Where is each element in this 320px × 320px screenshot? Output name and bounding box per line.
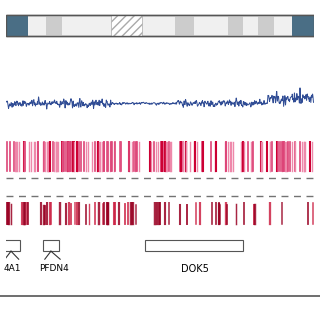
Bar [111,15,141,36]
Text: 4A1: 4A1 [4,264,21,273]
Bar [46,15,62,36]
Bar [175,15,194,36]
Bar [3,240,20,251]
Text: PFDN4: PFDN4 [39,264,69,273]
Bar [145,240,243,251]
Bar [6,15,314,36]
Bar [228,15,243,36]
Bar [6,15,28,36]
Bar [6,15,314,36]
Bar [292,15,314,36]
Text: DOK5: DOK5 [181,264,209,274]
Bar [258,15,274,36]
Bar [43,240,59,251]
